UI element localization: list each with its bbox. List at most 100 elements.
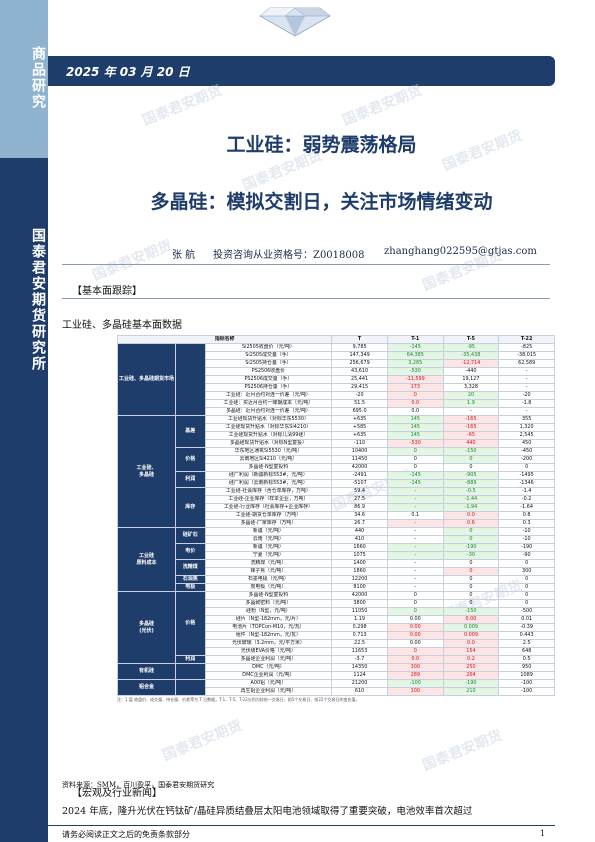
author-name: 张 航: [172, 250, 196, 261]
indicator-value: 173: [386, 383, 444, 392]
indicator-value: 300: [498, 567, 555, 576]
indicator-value: 3,328: [442, 383, 500, 392]
footer-divider: [48, 825, 555, 826]
indicator-name: 工业硅现货升贴水（对标华东5530）: [204, 415, 333, 424]
col-header: T-22: [498, 335, 555, 344]
indicator-value: 0.1: [386, 511, 444, 520]
watermark: 国泰君安期货: [420, 727, 505, 775]
indicator-value: -20: [498, 391, 555, 400]
indicator-value: +635: [331, 415, 388, 424]
indicator-value: -100: [386, 679, 444, 688]
table-note: 注：1.盘 收盘价、成交量、持仓量、价差等为 T 日数据，T-1、T-5、T-2…: [117, 697, 360, 702]
indicator-value: -: [386, 543, 444, 552]
indicator-name: 硅厂利润（新疆新标553#，元/吨）: [204, 471, 333, 480]
indicator-value: 0: [386, 599, 444, 608]
indicator-name: 工业硅-期货仓单库存（万吨）: [204, 511, 333, 520]
indicator-name: Si2505成交量（手）: [204, 351, 333, 360]
row-subgroup-label: 价格: [175, 447, 206, 472]
indicator-value: 0: [498, 599, 555, 608]
indicator-value: -145: [386, 479, 444, 488]
indicator-value: -450: [498, 447, 555, 456]
indicator-value: -1.8: [498, 399, 555, 408]
indicator-value: 12200: [331, 575, 388, 584]
sidebar-top-panel: [0, 0, 48, 158]
indicator-value: -100: [498, 679, 555, 688]
indicator-value: 0.3: [498, 519, 555, 528]
indicator-value: 440: [442, 439, 500, 448]
indicator-value: -: [498, 375, 555, 384]
sidebar-bottom-panel: [0, 158, 48, 842]
divider: [62, 264, 550, 265]
row-subgroup-label: 利润: [175, 655, 206, 664]
indicator-name: Si2505持仓量（手）: [204, 359, 333, 368]
indicator-value: 145: [386, 415, 444, 424]
indicator-value: -1.44: [442, 495, 500, 504]
indicator-value: 355: [498, 415, 555, 424]
indicator-name: DMC企业利润（元/吨）: [204, 671, 333, 680]
indicator-value: 0: [442, 535, 500, 544]
indicator-value: 51.5: [331, 399, 388, 408]
table-row: 组件（N型-182mm，元/瓦） 0.713 0.00 0.009 0.443: [118, 631, 555, 640]
table-header-row: 指标名称 T T-1 T-5 T-22: [116, 335, 555, 344]
indicator-value: 0: [498, 463, 555, 472]
indicator-value: -0.39: [498, 623, 555, 632]
indicator-value: 1089: [498, 671, 555, 680]
table-row: 有机硅 DMC（元/吨） 14350 300 250 950: [116, 663, 555, 680]
indicator-value: 8100: [331, 583, 388, 592]
indicator-value: -95: [442, 343, 500, 352]
indicator-name: 多晶硅企业利润（元/吨）: [204, 655, 333, 664]
indicator-name: PS2506持仓量（手）: [204, 383, 333, 392]
indicator-value: 154: [442, 647, 500, 656]
indicator-value: 0.8: [498, 511, 555, 520]
indicator-value: 0.01: [498, 615, 555, 624]
row-subgroup-label: 硅矿石: [175, 527, 206, 544]
table-row: 多晶硅 (光伏) 价格 多晶硅-N型复投料 42000 0 0 0: [116, 591, 555, 664]
indicator-value: 11450: [331, 455, 388, 464]
indicator-name: 新疆（元/吨）: [204, 543, 333, 552]
indicator-name: 多晶致密料（元/吨）: [204, 599, 333, 608]
indicator-value: 610: [331, 687, 388, 696]
indicator-name: DMC（元/吨）: [204, 663, 333, 672]
indicator-value: 0.0: [386, 399, 444, 408]
indicator-value: -165: [442, 423, 500, 432]
indicator-value: -190: [442, 679, 500, 688]
row-group-label: 工业硅 原料成本: [116, 527, 177, 592]
indicator-value: -35,438: [442, 351, 500, 360]
indicator-value: 210: [442, 687, 500, 696]
indicator-value: 11653: [331, 647, 388, 656]
indicator-name: 电池片（TOPCon-M10，元/瓦）: [204, 623, 333, 632]
author-email[interactable]: zhanghang022595@gtjas.com: [384, 246, 537, 257]
indicator-value: -: [386, 551, 444, 560]
col-header: T: [331, 335, 388, 344]
table-row: 多晶硅-厂家库存（万吨） 26.7-0.6 0.3: [118, 519, 555, 528]
indicator-name: 多晶硅现货升贴水（对标N型复投）: [204, 439, 333, 448]
indicator-name: 多晶硅-N型复投料: [204, 463, 333, 472]
indicator-value: -12,714: [442, 359, 500, 368]
indicator-value: 64,385: [386, 351, 444, 360]
indicator-value: 0: [442, 583, 500, 592]
indicator-value: 300: [386, 663, 444, 672]
indicator-value: -: [386, 559, 444, 568]
indicator-value: 0: [386, 591, 444, 600]
indicator-name: 多晶硅-厂家库存（万吨）: [204, 519, 333, 528]
indicator-value: -825: [498, 343, 555, 352]
indicator-value: -: [386, 527, 444, 536]
report-date: 2025 年 03 月 20 日: [66, 65, 190, 79]
indicator-value: 3800: [331, 599, 388, 608]
indicator-value: 0: [442, 527, 500, 536]
indicator-value: 0: [442, 599, 500, 608]
indicator-value: 0: [442, 591, 500, 600]
indicator-value: -500: [498, 607, 555, 616]
table-row: 工业硅：近月合约对连一价差（元/吨） -20 0 20 -20: [118, 391, 555, 400]
indicator-value: -65: [442, 431, 500, 440]
indicator-name: 锋子焦（元/吨）: [204, 567, 333, 576]
indicator-value: +635: [331, 431, 388, 440]
indicator-name: 工业硅-企业库存（样本企业，万吨）: [204, 495, 333, 504]
table-row: 石油焦 石墨电极（元/吨） 12200-0 0: [118, 575, 555, 584]
table-row: 电极 炭电极（元/吨） 8100-0 0: [118, 583, 555, 592]
indicator-value: 0: [386, 607, 444, 616]
indicator-value: -: [498, 367, 555, 376]
row-subgroup-label: [175, 663, 206, 680]
indicator-value: 0.2: [442, 655, 500, 664]
indicator-value: 0: [442, 463, 500, 472]
